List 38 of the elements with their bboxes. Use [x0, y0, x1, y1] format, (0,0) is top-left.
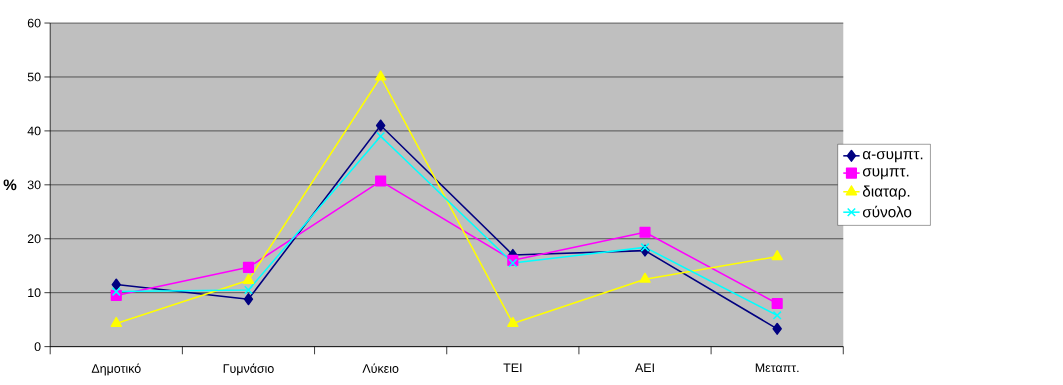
x-tick-label: ΤΕΙ	[503, 363, 522, 372]
point	[772, 322, 782, 335]
point	[771, 297, 783, 310]
y-tick-label: 50	[27, 72, 41, 82]
y-tick-label: 60	[27, 18, 41, 28]
point	[243, 285, 253, 295]
y-tick-label: 0	[34, 342, 41, 352]
point	[242, 261, 255, 273]
point	[376, 131, 386, 141]
y-tick-label: 20	[27, 234, 41, 244]
point	[374, 70, 387, 81]
point	[639, 226, 651, 238]
legend-label: διαταρ.	[862, 185, 910, 200]
x-tick-label: ΑΕΙ	[635, 363, 654, 372]
x-tick-label: Δημοτικό	[91, 363, 141, 376]
x-tick-label: Μεταπτ.	[755, 363, 799, 373]
point	[772, 310, 782, 320]
point	[375, 175, 387, 187]
point	[243, 293, 254, 306]
legend-label: σύνολο	[862, 205, 912, 218]
point	[111, 287, 121, 297]
point	[375, 119, 386, 132]
y-axis-title: %	[3, 179, 17, 191]
point	[771, 250, 783, 261]
y-tick-label: 30	[27, 180, 41, 190]
point	[640, 242, 650, 252]
point	[242, 273, 255, 284]
point	[110, 316, 123, 328]
point	[507, 316, 519, 328]
point	[111, 278, 122, 291]
y-tick-label: 10	[28, 288, 41, 298]
legend-label: συμπτ.	[862, 168, 909, 180]
point	[508, 258, 518, 268]
point	[639, 272, 651, 283]
x-tick-label: Λύκειο	[362, 363, 399, 373]
y-tick-label: 40	[27, 126, 41, 136]
legend-label: α-συμπτ.	[862, 150, 923, 163]
x-tick-label: Γυμνάσιο	[223, 363, 274, 376]
